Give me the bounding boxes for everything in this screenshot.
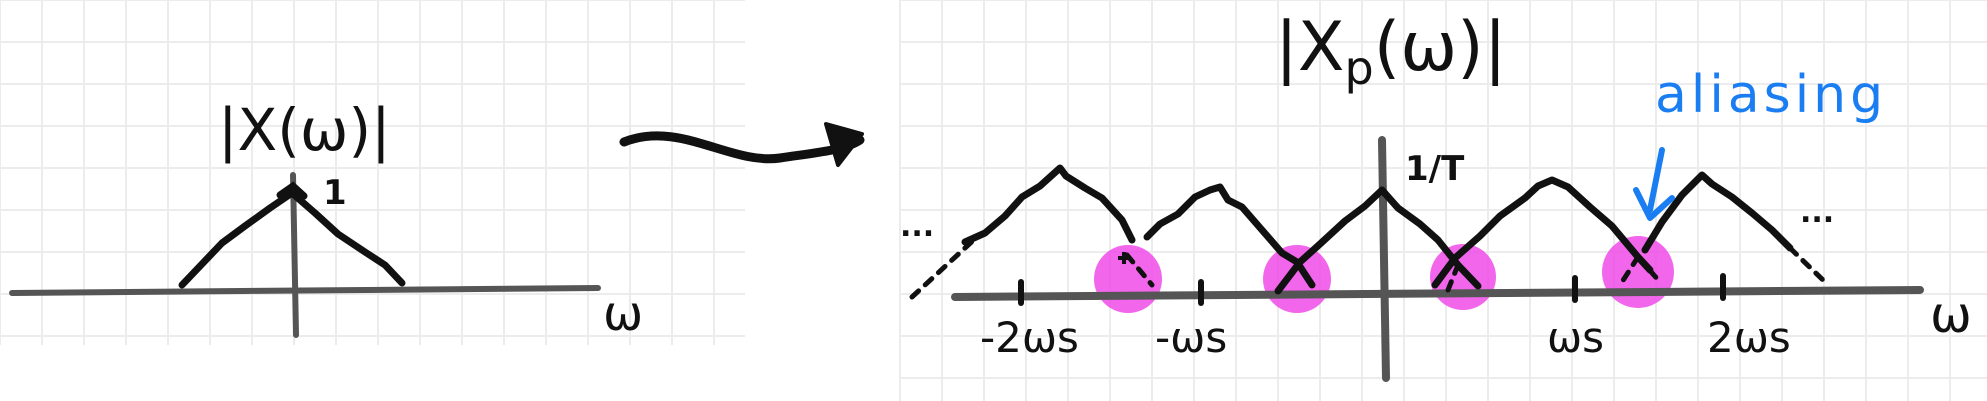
left-axis-label: ω	[603, 286, 643, 342]
left-peak-mark	[276, 181, 308, 200]
small-cross-mark	[1118, 252, 1130, 264]
ellipsis-right: ...	[1800, 195, 1834, 230]
left-spectrum-triangle	[178, 189, 406, 289]
left-plot: |X(ω)| 1 ω	[9, 96, 643, 342]
spectrum-copy-center	[1274, 186, 1482, 295]
tick-label: ωs	[1547, 313, 1604, 362]
right-peak-label: 1/T	[1405, 149, 1465, 189]
spectrum-copy-minus-ws	[1143, 183, 1316, 289]
tick-label: -2ωs	[980, 313, 1079, 362]
tick-label: 2ωs	[1707, 313, 1791, 362]
right-vertical-axis	[1378, 136, 1390, 382]
left-plot-title: |X(ω)|	[218, 96, 391, 164]
spectrum-copy-plus-2ws	[1641, 171, 1794, 254]
grid-right-panel	[899, 0, 1987, 401]
aliasing-highlight	[1263, 245, 1331, 313]
annotation-arrow-icon	[1633, 147, 1675, 221]
right-plot: |Xp(ω)| 1/T ... ... -2ωs -ωs ωs 2ωs ω al…	[900, 8, 1972, 382]
spectrum-copy-plus-ws	[1431, 176, 1654, 289]
title-main: |X	[1275, 8, 1345, 87]
aliasing-annotation: aliasing	[1655, 65, 1887, 125]
spectrum-copy-minus-2ws	[961, 164, 1136, 246]
left-horizontal-axis	[9, 285, 601, 296]
arrow-right-icon	[619, 122, 865, 167]
title-tail: (ω)|	[1374, 8, 1507, 87]
svg-text:|Xp(ω)|: |Xp(ω)|	[1275, 8, 1507, 95]
right-horizontal-axis	[951, 286, 1924, 301]
left-vertical-axis	[290, 172, 299, 338]
ellipsis-left: ...	[900, 209, 934, 244]
left-peak-label: 1	[323, 173, 347, 213]
aliasing-highlight	[1602, 236, 1674, 308]
replicated-spectra	[961, 164, 1794, 295]
tick-label: -ωs	[1155, 313, 1227, 362]
title-subscript: p	[1345, 41, 1374, 95]
right-axis-label: ω	[1930, 286, 1972, 344]
right-plot-title: |Xp(ω)|	[1275, 8, 1507, 95]
